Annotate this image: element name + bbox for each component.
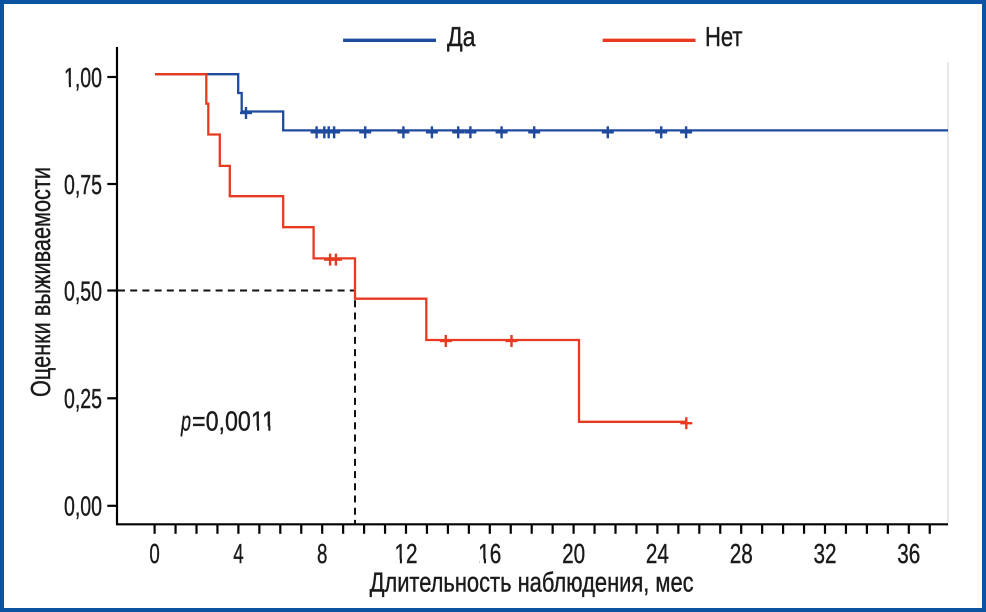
svg-text:Длительность наблюдения, мес: Длительность наблюдения, мес: [370, 567, 694, 598]
svg-text:1,00: 1,00: [64, 62, 102, 93]
svg-text:16: 16: [478, 538, 501, 569]
svg-text:12: 12: [395, 538, 418, 569]
svg-text:24: 24: [646, 538, 669, 569]
svg-text:28: 28: [730, 538, 753, 569]
svg-text:0,50: 0,50: [64, 275, 102, 306]
svg-text:8: 8: [317, 538, 327, 569]
svg-text:p: p: [180, 405, 191, 436]
svg-text:Да: Да: [447, 21, 476, 52]
svg-text:0,00: 0,00: [64, 491, 102, 522]
svg-text:20: 20: [562, 538, 585, 569]
svg-text:0,75: 0,75: [64, 169, 102, 200]
svg-text:Нет: Нет: [705, 21, 743, 52]
svg-text:0: 0: [149, 538, 159, 569]
svg-text:0,25: 0,25: [64, 383, 102, 414]
svg-text:36: 36: [897, 538, 920, 569]
svg-text:4: 4: [233, 538, 243, 569]
svg-text:=0,0011: =0,0011: [192, 405, 275, 436]
svg-text:32: 32: [814, 538, 837, 569]
svg-text:Оценки выживаемости: Оценки выживаемости: [25, 167, 56, 397]
